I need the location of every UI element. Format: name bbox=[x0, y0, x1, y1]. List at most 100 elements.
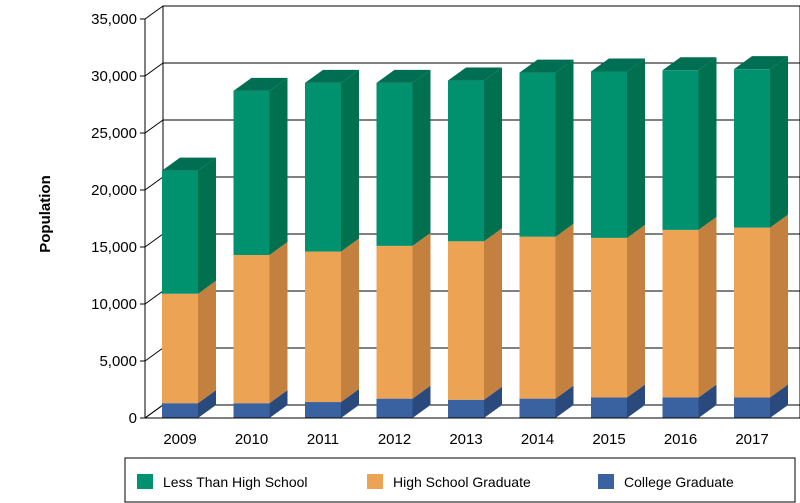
bar-side-less-than-high-school-2010 bbox=[269, 77, 288, 255]
bar-college-graduate-2009 bbox=[162, 403, 198, 418]
bar-top-2015 bbox=[591, 58, 645, 72]
x-tick-label: 2013 bbox=[449, 431, 482, 448]
bar-side-college-graduate-2017 bbox=[770, 384, 788, 418]
bar-stack-2013 bbox=[448, 67, 502, 418]
bar-college-graduate-2014 bbox=[519, 398, 556, 418]
x-tick-label: 2009 bbox=[163, 431, 196, 448]
legend: Less Than High School High School Graduat… bbox=[124, 457, 796, 503]
y-tick-label: 25,000 bbox=[91, 125, 137, 142]
bar-college-graduate-2011 bbox=[305, 402, 341, 418]
bar-top-2010 bbox=[233, 77, 288, 91]
legend-label-college-graduate: College Graduate bbox=[624, 474, 734, 490]
bar-side-college-graduate-2009 bbox=[198, 390, 216, 418]
gridline-side bbox=[144, 347, 164, 362]
bar-side-college-graduate-2016 bbox=[698, 384, 717, 418]
bar-high-school-graduate-2012 bbox=[376, 245, 413, 399]
legend-swatch-high-school-graduate bbox=[367, 474, 383, 489]
bar-high-school-graduate-2009 bbox=[162, 293, 198, 404]
gridline-side bbox=[144, 233, 164, 248]
bar-college-graduate-2012 bbox=[376, 398, 413, 418]
bar-high-school-graduate-2014 bbox=[519, 236, 556, 399]
bar-top-2017 bbox=[734, 56, 788, 70]
bar-less-than-high-school-2015 bbox=[591, 71, 627, 238]
bar-high-school-graduate-2015 bbox=[591, 237, 627, 398]
bar-high-school-graduate-2016 bbox=[662, 229, 699, 398]
bar-college-graduate-2017 bbox=[734, 397, 770, 418]
bar-side-less-than-high-school-2017 bbox=[770, 56, 788, 228]
bar-less-than-high-school-2016 bbox=[662, 70, 699, 230]
bar-side-less-than-high-school-2011 bbox=[341, 69, 359, 252]
gridline-side bbox=[144, 290, 164, 305]
bar-side-less-than-high-school-2009 bbox=[198, 157, 216, 294]
y-axis-label: Population bbox=[37, 175, 54, 253]
bars-layer bbox=[162, 56, 788, 418]
bar-stack-2014 bbox=[519, 59, 574, 418]
legend-label-high-school-graduate: High School Graduate bbox=[393, 474, 531, 490]
bar-side-college-graduate-2011 bbox=[341, 389, 359, 418]
bar-side-less-than-high-school-2013 bbox=[484, 67, 502, 242]
bar-less-than-high-school-2012 bbox=[376, 82, 413, 246]
bar-side-college-graduate-2014 bbox=[555, 385, 574, 418]
y-tick-label: 20,000 bbox=[91, 182, 137, 199]
bar-side-high-school-graduate-2011 bbox=[341, 238, 359, 403]
bar-side-college-graduate-2010 bbox=[269, 390, 288, 418]
x-tick-label: 2017 bbox=[735, 431, 768, 448]
bar-side-high-school-graduate-2014 bbox=[555, 223, 574, 399]
bar-side-high-school-graduate-2012 bbox=[412, 232, 431, 399]
bar-high-school-graduate-2011 bbox=[305, 251, 341, 403]
legend-label-less-than-high-school: Less Than High School bbox=[163, 474, 308, 490]
x-tick-label: 2014 bbox=[521, 431, 554, 448]
y-tick-label: 5,000 bbox=[99, 353, 137, 370]
bar-top-2012 bbox=[376, 69, 431, 83]
bar-side-less-than-high-school-2014 bbox=[555, 59, 574, 237]
bar-side-high-school-graduate-2015 bbox=[627, 224, 645, 398]
bar-side-less-than-high-school-2016 bbox=[698, 57, 717, 230]
bar-college-graduate-2016 bbox=[662, 397, 699, 418]
y-tick-label: 15,000 bbox=[91, 239, 137, 256]
gridline-side bbox=[144, 62, 164, 77]
x-tick-label: 2015 bbox=[592, 431, 625, 448]
bar-less-than-high-school-2010 bbox=[233, 90, 270, 255]
bar-stack-2017 bbox=[734, 56, 788, 418]
bar-top-2014 bbox=[519, 59, 574, 73]
y-tick-label: 0 bbox=[129, 410, 137, 427]
bar-stack-2011 bbox=[305, 69, 359, 418]
bar-side-college-graduate-2012 bbox=[412, 385, 431, 418]
bar-stack-2016 bbox=[662, 57, 717, 418]
y-tick-label: 30,000 bbox=[91, 68, 137, 85]
bar-less-than-high-school-2009 bbox=[162, 170, 198, 294]
bar-side-less-than-high-school-2012 bbox=[412, 69, 431, 246]
bar-side-high-school-graduate-2009 bbox=[198, 280, 216, 404]
bar-side-high-school-graduate-2013 bbox=[484, 228, 502, 400]
x-tick-label: 2016 bbox=[664, 431, 697, 448]
bar-top-2009 bbox=[162, 157, 216, 171]
bar-high-school-graduate-2010 bbox=[233, 254, 270, 404]
bar-side-college-graduate-2015 bbox=[627, 384, 645, 418]
y-tick-label: 35,000 bbox=[91, 11, 137, 28]
bar-college-graduate-2015 bbox=[591, 397, 627, 418]
gridline-side bbox=[144, 5, 164, 20]
bar-college-graduate-2013 bbox=[448, 399, 484, 418]
bar-side-high-school-graduate-2017 bbox=[770, 214, 788, 398]
y-tick-label: 10,000 bbox=[91, 296, 137, 313]
bar-college-graduate-2010 bbox=[233, 403, 270, 418]
bar-high-school-graduate-2013 bbox=[448, 241, 484, 400]
bar-stack-2010 bbox=[233, 77, 288, 418]
legend-swatch-less-than-high-school bbox=[137, 474, 153, 489]
x-tick-label: 2011 bbox=[307, 431, 339, 448]
bar-top-2016 bbox=[662, 57, 717, 71]
bar-stack-2012 bbox=[376, 69, 431, 418]
bar-stack-2009 bbox=[162, 157, 216, 418]
bar-side-college-graduate-2013 bbox=[484, 386, 502, 418]
bar-less-than-high-school-2017 bbox=[734, 69, 770, 228]
bar-high-school-graduate-2017 bbox=[734, 227, 770, 398]
axis-layer: 0 5,000 10,000 15,000 20,000 25,000 30,000 35,0… bbox=[91, 11, 800, 448]
bar-top-2013 bbox=[448, 67, 502, 81]
bar-side-less-than-high-school-2015 bbox=[627, 58, 645, 238]
bar-top-2011 bbox=[305, 69, 359, 83]
x-tick-label: 2012 bbox=[378, 431, 411, 448]
bar-less-than-high-school-2013 bbox=[448, 80, 484, 242]
bar-less-than-high-school-2011 bbox=[305, 82, 341, 252]
gridline-side bbox=[144, 176, 164, 191]
